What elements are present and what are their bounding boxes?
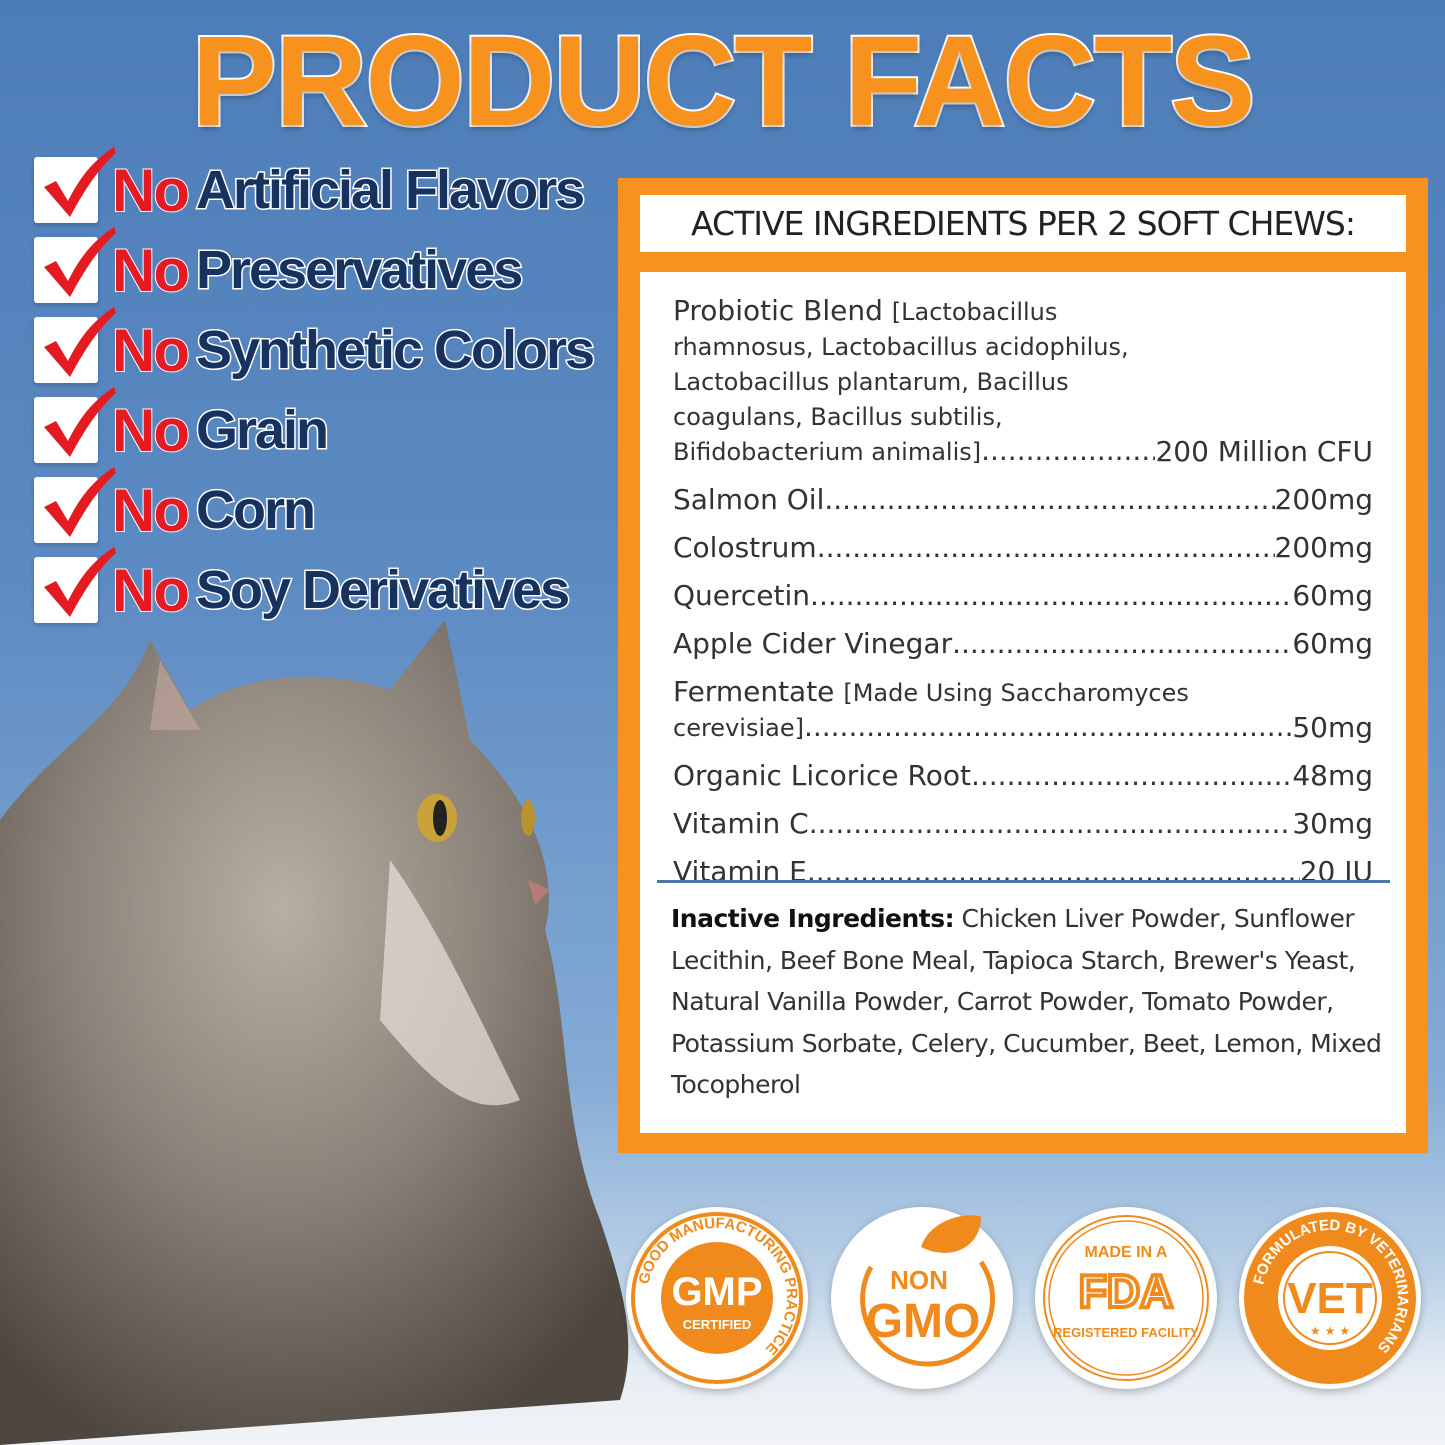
checkbox-icon: [34, 307, 116, 383]
claim-text: Artificial Flavors: [194, 159, 586, 222]
claim-no: No: [111, 476, 191, 545]
ingredient-row: Organic Licorice Root 48mg: [673, 759, 1373, 793]
claim-no: No: [111, 556, 191, 625]
ingredient-row: Salmon Oil 200mg: [673, 483, 1373, 517]
fda-badge: MADE IN A FDA REGISTERED FACILITY: [1035, 1207, 1217, 1389]
gmp-main: GMP: [671, 1270, 762, 1314]
ingredient-name: Quercetin: [673, 579, 811, 612]
checkbox-icon: [34, 467, 116, 543]
product-facts-panel: ACTIVE INGREDIENTS PER 2 SOFT CHEWS: Pro…: [618, 178, 1428, 1153]
claim-no: No: [111, 156, 191, 225]
checkmark-icon: [44, 467, 116, 537]
ingredient-detail: [Made Using Saccharomyces cerevisiae]: [673, 679, 1189, 742]
claim-no: No: [111, 396, 191, 465]
claim-item: No Preservatives: [34, 227, 593, 310]
checkmark-icon: [44, 547, 116, 617]
stars-icon: ★ ★ ★: [1310, 1324, 1350, 1338]
ingredient-name: Apple Cider Vinegar: [673, 627, 953, 660]
fda-sub: REGISTERED FACILITY: [1053, 1325, 1199, 1340]
active-ingredients-list: Probiotic Blend [Lactobacillus rhamnosus…: [673, 294, 1373, 903]
ingredient-name: Organic Licorice Root: [673, 759, 971, 792]
claim-text: Corn: [194, 479, 317, 542]
checkmark-icon: [44, 307, 116, 377]
non-gmo-badge: NON GMO: [831, 1207, 1013, 1389]
ingredient-row: Quercetin 60mg: [673, 579, 1373, 613]
ingredients-body: Probiotic Blend [Lactobacillus rhamnosus…: [640, 272, 1406, 1133]
ingredient-amount: 60mg: [1292, 579, 1373, 612]
ingredient-amount: 30mg: [1292, 807, 1373, 840]
ingredient-name: Vitamin E: [673, 855, 807, 888]
ingredient-name: Vitamin C: [673, 807, 809, 840]
gmp-badge: GOOD MANUFACTURING PRACTICE GMP CERTIFIE…: [626, 1207, 808, 1389]
checkmark-icon: [44, 227, 116, 297]
non-gmo-top: NON: [890, 1265, 948, 1295]
checkbox-icon: [34, 387, 116, 463]
claim-item: No Artificial Flavors: [34, 147, 593, 230]
ingredient-row: Fermentate [Made Using Saccharomyces cer…: [673, 675, 1373, 745]
ingredient-row: Vitamin E 20 IU: [673, 855, 1373, 889]
ingredient-row: Colostrum 200mg: [673, 531, 1373, 565]
gmp-sub: CERTIFIED: [683, 1317, 752, 1332]
claim-item: No Synthetic Colors: [34, 307, 597, 390]
claim-no: No: [111, 316, 191, 385]
ingredient-name: Fermentate: [673, 675, 835, 708]
fda-main: FDA: [1079, 1265, 1174, 1317]
claim-item: No Grain: [34, 387, 593, 470]
ingredient-amount: 200mg: [1274, 531, 1374, 564]
ingredient-name: Colostrum: [673, 531, 817, 564]
checkbox-icon: [34, 227, 116, 303]
ingredient-amount: 20 IU: [1299, 855, 1373, 888]
inactive-text: Chicken Liver Powder, Sunflower Lecithin…: [671, 904, 1382, 1099]
active-ingredients-header: ACTIVE INGREDIENTS PER 2 SOFT CHEWS:: [640, 195, 1406, 252]
ingredient-row: Apple Cider Vinegar 60mg: [673, 627, 1373, 661]
claim-item: No Corn: [34, 467, 593, 550]
checkbox-icon: [34, 547, 116, 623]
checkmark-icon: [44, 147, 116, 217]
ingredient-amount: 60mg: [1292, 627, 1373, 660]
ingredient-detail: [Lactobacillus rhamnosus, Lactobacillus …: [673, 298, 1129, 466]
inactive-ingredients: Inactive Ingredients: Chicken Liver Powd…: [671, 898, 1391, 1106]
vet-main: VET: [1287, 1274, 1373, 1323]
claim-text: Synthetic Colors: [194, 319, 596, 382]
claim-no: No: [111, 236, 191, 305]
ingredient-amount: 200mg: [1274, 483, 1374, 516]
ingredient-row: Vitamin C 30mg: [673, 807, 1373, 841]
page-title: PRODUCT FACTS: [190, 8, 1258, 155]
cat-photo: [0, 620, 629, 1445]
non-gmo-main: GMO: [866, 1295, 981, 1348]
claim-item: No Soy Derivatives: [34, 547, 593, 630]
divider: [657, 880, 1390, 883]
claim-text: Preservatives: [194, 239, 524, 302]
claim-text: Soy Derivatives: [194, 559, 571, 622]
vet-badge: FORMULATED BY VETERINARIANS VET ★ ★ ★: [1239, 1207, 1421, 1389]
inactive-label: Inactive Ingredients:: [671, 904, 955, 933]
ingredient-name: Probiotic Blend: [673, 294, 883, 327]
ingredient-row: Probiotic Blend [Lactobacillus rhamnosus…: [673, 294, 1373, 469]
claims-list: No Artificial Flavors No Preservatives N…: [34, 147, 597, 630]
checkmark-icon: [44, 387, 116, 457]
fda-top: MADE IN A: [1085, 1244, 1168, 1261]
ingredient-amount: 200 Million CFU: [1155, 435, 1373, 468]
ingredient-name: Salmon Oil: [673, 483, 825, 516]
ingredient-amount: 48mg: [1292, 759, 1373, 792]
leaf-icon: [921, 1215, 981, 1253]
ingredient-amount: 50mg: [1292, 711, 1373, 744]
claim-text: Grain: [194, 399, 330, 462]
checkbox-icon: [34, 147, 116, 223]
